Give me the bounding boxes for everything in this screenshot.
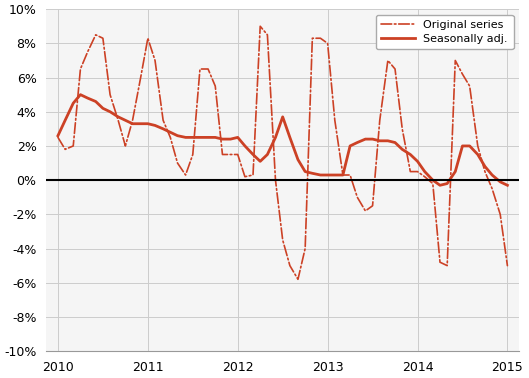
Original series [309,36,315,40]
Line: Seasonally adj.: Seasonally adj. [58,94,507,185]
Original series [295,277,301,282]
Seasonally adj. [504,183,510,187]
Original series [340,173,346,177]
Seasonally adj. [167,130,174,135]
Seasonally adj. [220,137,226,141]
Line: Original series: Original series [58,26,507,279]
Original series [55,135,61,139]
Original series [144,36,151,40]
Legend: Original series, Seasonally adj.: Original series, Seasonally adj. [376,15,514,49]
Seasonally adj. [459,144,466,148]
Original series [257,24,263,28]
Seasonally adj. [55,133,61,138]
Original series [504,263,510,268]
Seasonally adj. [77,92,84,97]
Seasonally adj. [152,123,158,128]
Seasonally adj. [302,169,308,174]
Seasonally adj. [332,173,338,177]
Original series [459,72,466,76]
Seasonally adj. [437,183,443,187]
Original series [160,118,166,122]
Original series [212,84,218,88]
